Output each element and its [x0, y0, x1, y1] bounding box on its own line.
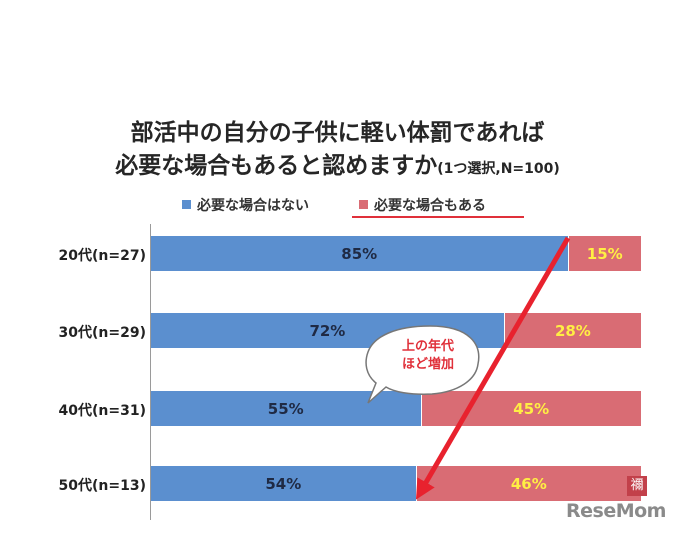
chart-title-line1: 部活中の自分の子供に軽い体罰であれば	[130, 120, 545, 146]
legend-swatch-blue	[182, 200, 191, 209]
category-axis-line	[150, 224, 151, 520]
resemom-logo: ReseMom	[566, 500, 666, 522]
callout-line2: ほど増加	[401, 357, 454, 372]
row-label: 50代(n=13)	[58, 478, 146, 494]
legend-item-yes: 必要な場合もある	[359, 195, 486, 215]
legend-label-yes: 必要な場合もある	[374, 198, 486, 214]
stamp-logo: 禰	[627, 476, 647, 496]
callout-bubble	[365, 325, 480, 404]
data-label: 72%	[309, 321, 346, 340]
legend-swatch-red	[359, 200, 368, 209]
bar-segment-no: 54%	[151, 466, 416, 501]
data-label: 28%	[554, 321, 591, 340]
data-label: 85%	[341, 244, 378, 263]
legend-underline	[352, 216, 524, 218]
data-label: 54%	[265, 474, 302, 493]
bar-segment-no: 85%	[151, 236, 568, 271]
chart-title-note: (1つ選択,N=100)	[437, 161, 560, 177]
row-label: 20代(n=27)	[58, 248, 146, 264]
callout-text: 上の年代 ほど増加	[378, 338, 478, 374]
row-label: 40代(n=31)	[58, 403, 146, 419]
bar-segment-yes: 46%	[415, 466, 641, 501]
data-label: 15%	[586, 244, 623, 263]
legend-item-no: 必要な場合はない	[182, 195, 309, 215]
legend-label-no: 必要な場合はない	[197, 198, 309, 214]
trend-arrow	[415, 236, 571, 500]
bar-segment-yes: 28%	[503, 313, 641, 348]
chart-title-line2: 必要な場合もあると認めますか(1つ選択,N=100)	[0, 146, 675, 180]
bar-segment-yes: 15%	[567, 236, 641, 271]
callout-line1: 上の年代	[401, 339, 454, 354]
chart-title-main: 必要な場合もあると認めますか	[115, 153, 438, 179]
data-label: 45%	[513, 399, 550, 418]
data-label: 55%	[267, 399, 304, 418]
row-label: 30代(n=29)	[58, 325, 146, 341]
bar-segment-yes: 45%	[420, 391, 641, 426]
data-label: 46%	[510, 474, 547, 493]
